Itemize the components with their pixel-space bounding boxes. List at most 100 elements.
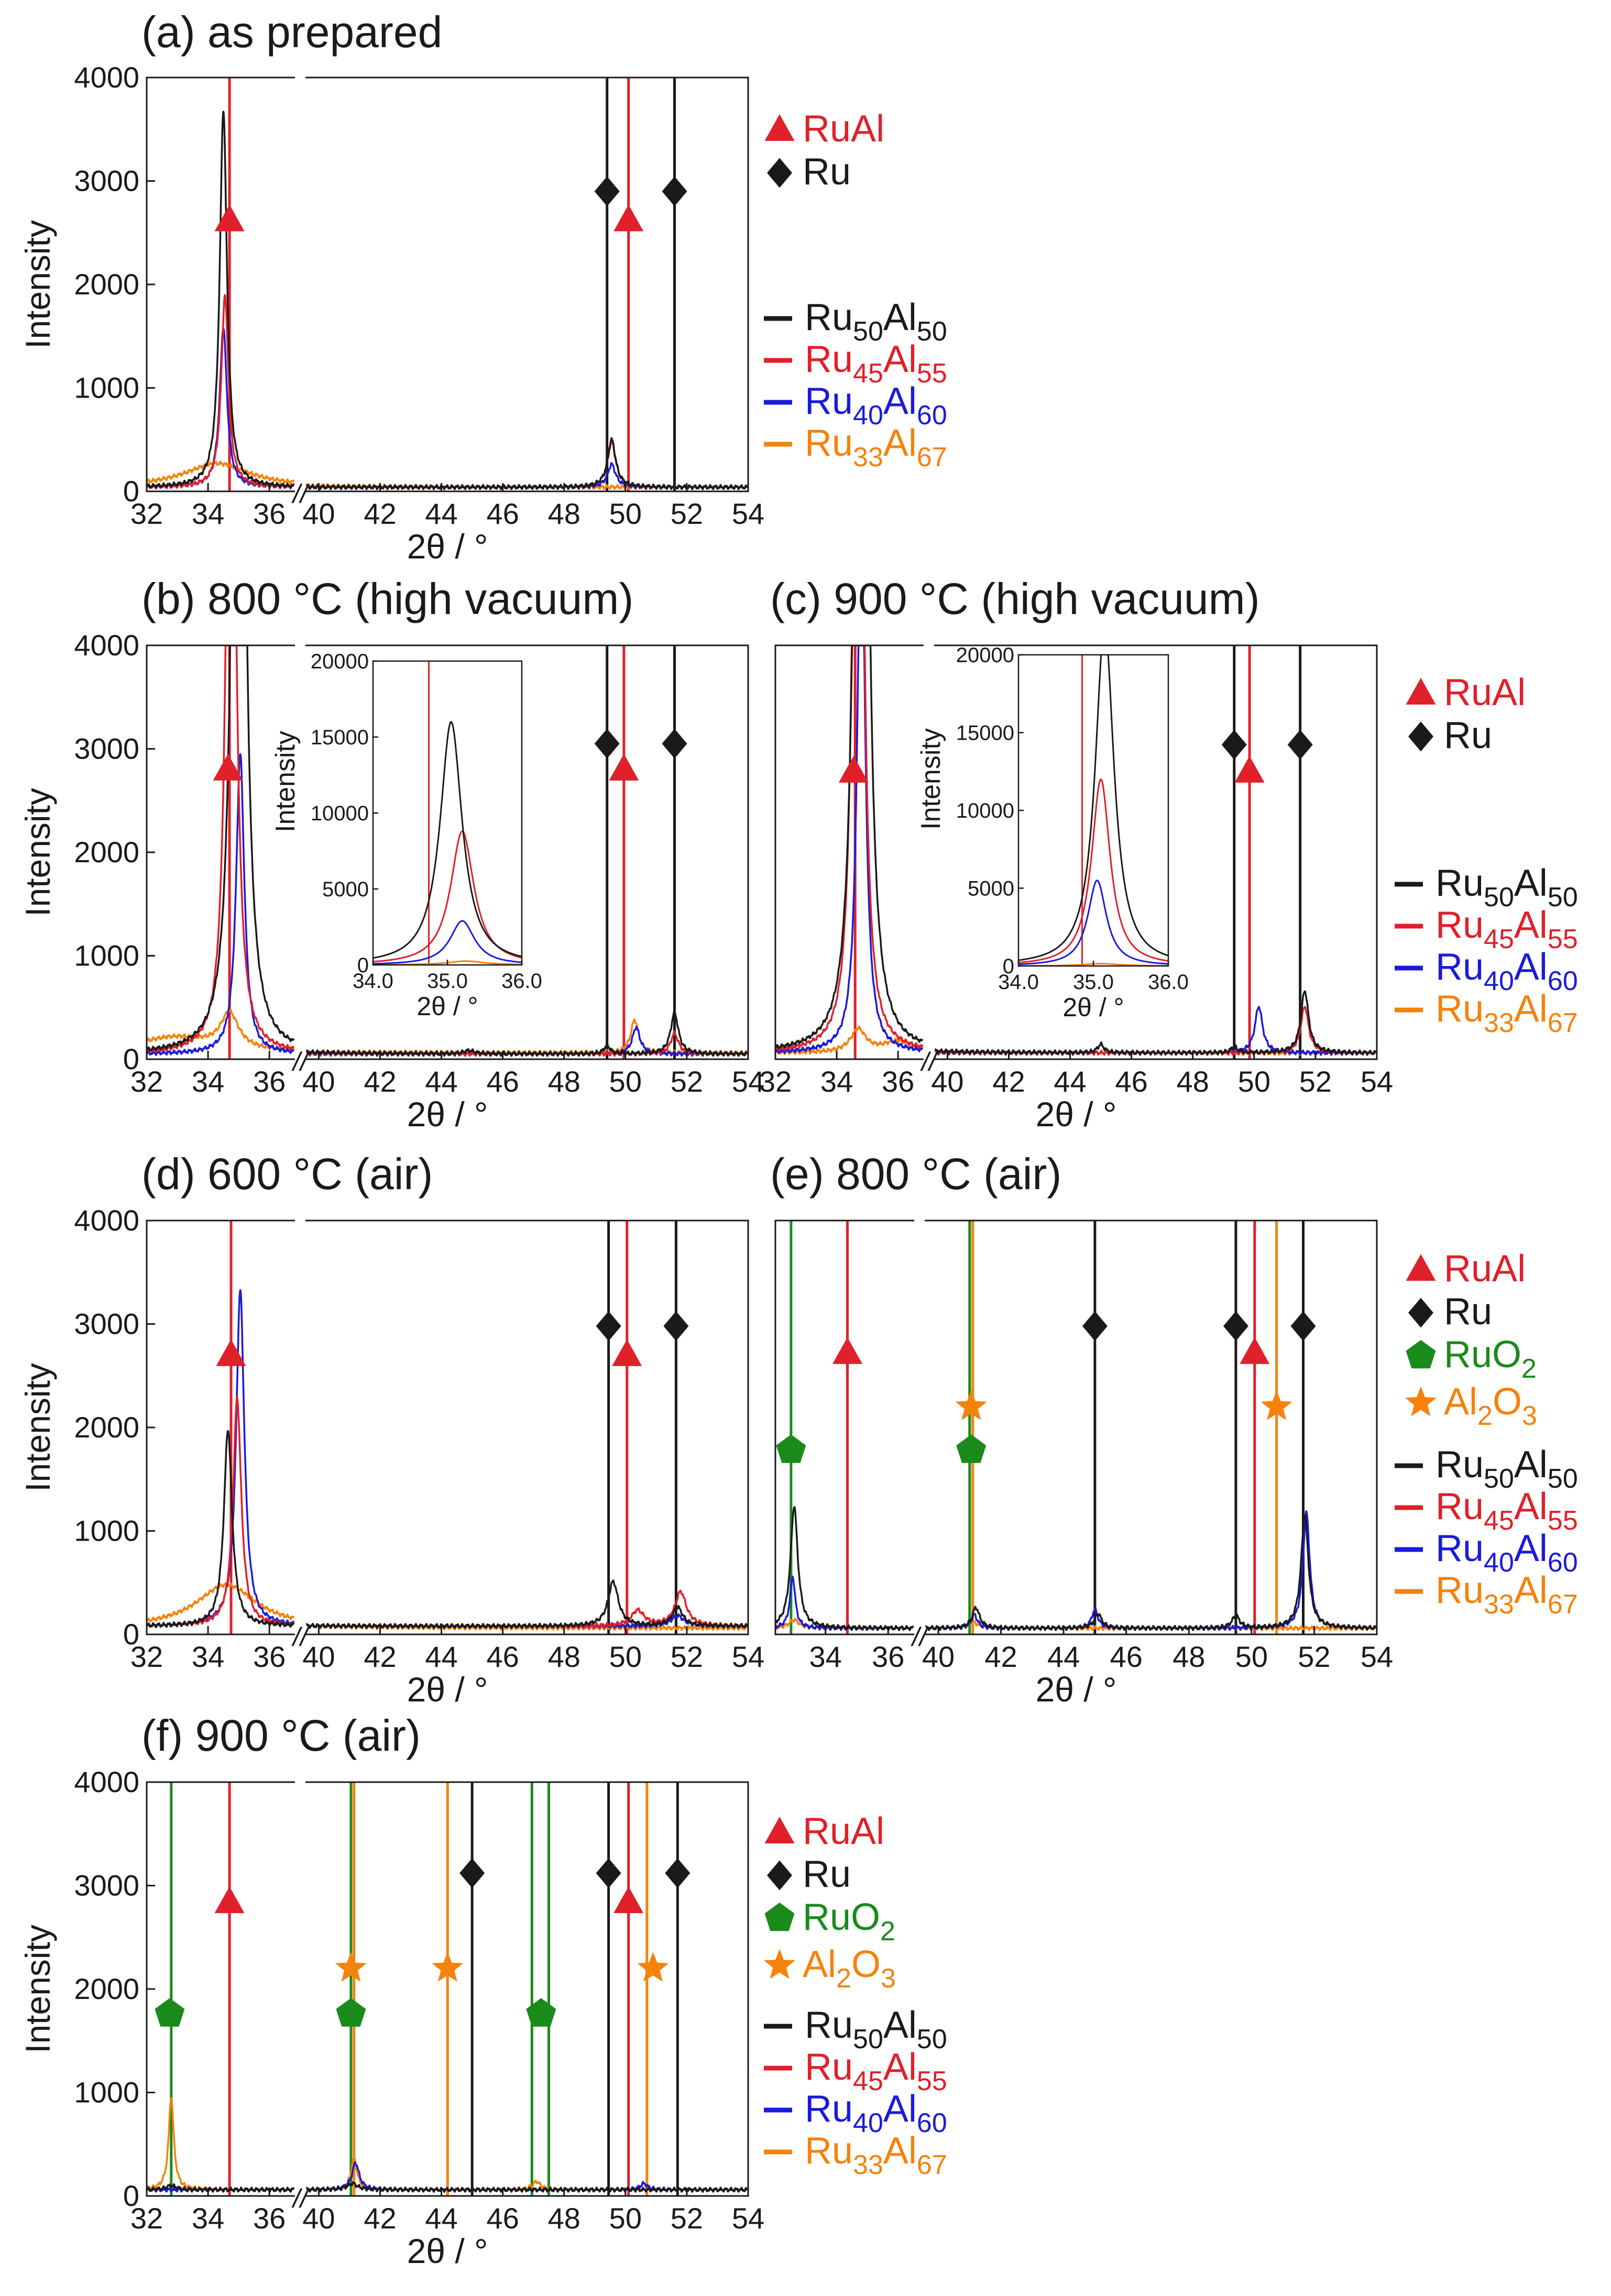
marker-ru (1082, 1311, 1108, 1341)
x-tick-label: 46 (487, 497, 519, 530)
y-tick-label: 1000 (74, 1514, 139, 1547)
x-tick-label: 50 (1235, 1640, 1268, 1673)
legend-sample-label: Ru40Al60 (805, 380, 947, 431)
legend-text-part: Ru (805, 338, 853, 380)
inset-y-tick-label: 20000 (311, 650, 369, 673)
y-tick-label: 1000 (74, 371, 139, 404)
y-tick-label: 4000 (74, 629, 139, 662)
legend-text-part: Ru (805, 2004, 853, 2046)
x-tick-label: 44 (1047, 1640, 1080, 1673)
legend-text-part: Al (1514, 1569, 1548, 1611)
axis-break-gap-top (295, 1208, 305, 1233)
legend-text-part: 67 (917, 442, 947, 473)
legend-text-part: Ru (805, 380, 853, 422)
x-tick-label: 50 (609, 497, 642, 530)
panel-title: (a) as prepared (141, 7, 442, 57)
inset-series-line (1018, 778, 1168, 963)
x-tick-label: 54 (732, 1640, 764, 1673)
x-tick-label: 44 (425, 2202, 457, 2235)
x-tick-label: 36 (253, 2202, 286, 2235)
legend-text-part: 60 (1548, 966, 1578, 996)
legend-text-part: 60 (917, 400, 947, 431)
legend-text-part: Al (1514, 1528, 1548, 1569)
inset-background (1018, 655, 1168, 966)
legend-label-ru: Ru (803, 1853, 851, 1895)
marker-rual (1234, 755, 1265, 783)
legend-sample-label: Ru50Al50 (805, 2004, 947, 2055)
marker-rual (612, 1339, 642, 1366)
legend-text-part: Al (883, 2046, 917, 2088)
x-axis-label: 2θ / ° (407, 1670, 488, 1709)
legend-text: RuO (803, 1896, 880, 1938)
y-tick-label: 3000 (74, 732, 139, 765)
axis-break-mark: // (291, 2184, 310, 2213)
legend-marker-ruo2 (1406, 1340, 1436, 1369)
legend-sample-label: Ru50Al50 (805, 296, 947, 347)
marker-ru (594, 729, 620, 759)
legend-text-part: Ru (805, 422, 853, 464)
x-tick-label: 34 (192, 497, 224, 530)
x-tick-label: 32 (130, 1065, 163, 1098)
inset-y-tick-label: 20000 (956, 644, 1014, 667)
legend-text-part: Al (883, 2088, 917, 2130)
legend-panel-f: RuAlRuRuO2Al2O3Ru50Al50Ru45Al55Ru40Al60R… (764, 1810, 947, 2180)
panel-c: (c) 900 °C (high vacuum) // 32 34 36 40 42 44 46… (759, 574, 1393, 1134)
axis-break-gap-top (924, 633, 934, 658)
axis-break-gap-top (295, 1770, 305, 1795)
marker-ru (662, 729, 687, 759)
y-tick-label: 1000 (74, 939, 139, 972)
x-tick-label: 52 (1298, 1640, 1330, 1673)
inset-y-axis-label: Intensity (270, 731, 301, 832)
panel-title: (c) 900 °C (high vacuum) (770, 574, 1260, 623)
legend-marker-ruo2 (764, 1903, 795, 1931)
axis-break-gap (295, 2183, 305, 2209)
x-tick-label: 52 (671, 497, 703, 530)
legend-marker-ru (1408, 721, 1433, 752)
marker-rual (838, 755, 869, 783)
legend-text-part: 50 (917, 2024, 947, 2055)
y-tick-label: 3000 (74, 164, 139, 197)
legend-text-part: Al (1514, 1444, 1548, 1486)
x-tick-label: 40 (302, 2202, 335, 2235)
axis-break-mark: // (291, 1622, 310, 1652)
axis-break-gap-top (295, 633, 305, 658)
legend-text-part: Ru (1435, 946, 1484, 988)
legend-text-part: 33 (853, 442, 883, 473)
legend-marker-rual (1406, 1254, 1436, 1281)
x-axis-label: 2θ / ° (1036, 1670, 1117, 1709)
x-tick-label: 42 (364, 497, 396, 530)
inset-series-line (1018, 655, 1168, 961)
legend-sample-label: Ru33Al67 (805, 2130, 947, 2180)
axis-break-gap (295, 1047, 305, 1072)
legend-sample-label: Ru45Al55 (1435, 1486, 1578, 1536)
series-line-ru50al50 (775, 1506, 1377, 1631)
axis-break-mark: // (911, 1622, 929, 1652)
x-tick-label: 54 (732, 497, 764, 530)
marker-ruo2 (155, 1998, 185, 2027)
inset-y-tick-label: 0 (1003, 955, 1014, 978)
legend-text-part: 67 (917, 2150, 947, 2180)
legend-text-part: 55 (917, 2066, 947, 2096)
marker-ru (594, 176, 620, 206)
inset-plot (373, 661, 522, 965)
marker-ru (596, 1858, 621, 1888)
inset-x-tick-label: 36.0 (501, 970, 542, 993)
x-tick-label: 48 (548, 1065, 580, 1098)
marker-rual (214, 1886, 245, 1914)
legend-text-part: Al (883, 338, 917, 380)
legend-text-part: 40 (853, 400, 883, 431)
legend-marker-rual (764, 1817, 795, 1843)
inset-x-axis-label: 2θ / ° (1062, 993, 1124, 1022)
legend-text-part: 2 (836, 1963, 851, 1994)
panel-a: (a) as prepared // 32 34 36 40 42 44 46 48 50 52 54 2… (18, 7, 764, 566)
legend-label-al2o3: Al2O3 (803, 1943, 896, 1994)
x-tick-label: 36 (882, 1065, 914, 1098)
inset-c: 0 5000 10000 15000 20000 34.0 35.0 36.0 2θ / ° In… (916, 644, 1189, 1022)
legend-sample-label: Ru33Al67 (1435, 1569, 1578, 1620)
axis-break-mark: // (291, 479, 310, 509)
legend-text-part: 40 (1484, 966, 1514, 996)
x-tick-label: 40 (302, 1065, 335, 1098)
marker-ruo2 (956, 1434, 987, 1463)
